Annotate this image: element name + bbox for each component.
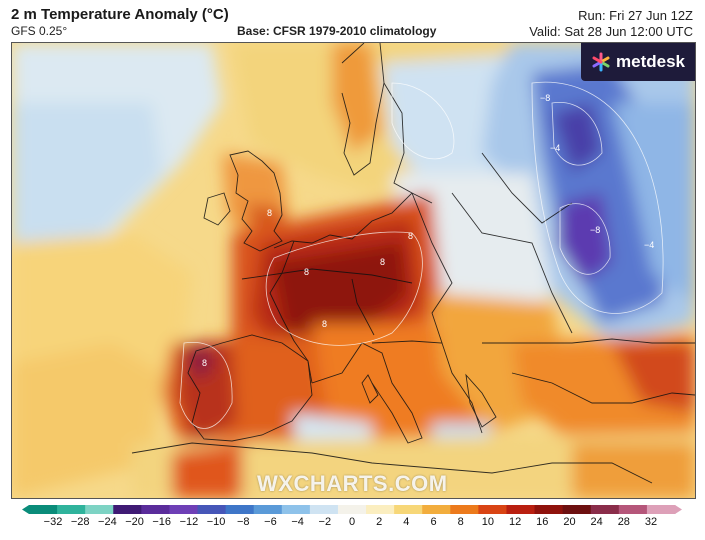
- colorbar-segment: [366, 505, 395, 514]
- chart-title: 2 m Temperature Anomaly (°C): [11, 6, 229, 23]
- colorbar-tick-label: −32: [43, 516, 63, 528]
- colorbar-segment: [141, 505, 170, 514]
- colorbar-tick-label: −4: [291, 516, 304, 528]
- colorbar-segment: [618, 505, 648, 514]
- colorbar-tick-label: −2: [318, 516, 332, 528]
- metdesk-logo-text: metdesk: [616, 52, 685, 71]
- colorbar-segment: [478, 505, 507, 514]
- colorbar-tick-label: −6: [264, 516, 277, 528]
- metdesk-star-icon: [592, 52, 610, 72]
- colorbar-segment: [337, 505, 367, 514]
- contour-label: −8: [590, 225, 600, 235]
- colorbar: [22, 505, 682, 514]
- colorbar-tick-label: 28: [617, 516, 630, 528]
- contour-label: 8: [408, 231, 413, 241]
- colorbar-segment: [506, 505, 536, 514]
- colorbar-segment: [85, 505, 114, 514]
- contour-label: −8: [540, 93, 550, 103]
- colorbar-segment: [450, 505, 479, 514]
- colorbar-tick-label: 16: [536, 516, 549, 528]
- colorbar-segment: [534, 505, 564, 514]
- colorbar-tick-label: −28: [70, 516, 90, 528]
- colorbar-tick-label: 4: [403, 516, 410, 528]
- colorbar-segment: [590, 505, 620, 514]
- colorbar-tick-label: 12: [508, 516, 522, 528]
- metdesk-logo: metdesk: [581, 43, 695, 81]
- colorbar-ticks: −32 −28 −24 −20 −16 −12 −10 −8 −6 −4 −2 0 2 4 6 8 10 12 16…: [0, 516, 705, 532]
- contour-label: 8: [267, 208, 272, 218]
- colorbar-tick-label: 2: [376, 516, 383, 528]
- colorbar-tick-label: 10: [481, 516, 495, 528]
- colorbar-tick-label: −16: [152, 516, 172, 528]
- colorbar-tick-label: −8: [236, 516, 250, 528]
- contour-label: −4: [550, 143, 560, 153]
- map-canvas: 8 8 8 8 8 −8 −8 −4 −4 8: [12, 43, 695, 498]
- colorbar-segment: [281, 505, 311, 514]
- temperature-anomaly-map[interactable]: 8 8 8 8 8 −8 −8 −4 −4 8 metdesk WXCHARTS…: [11, 42, 696, 499]
- run-time-label: Run: Fri 27 Jun 12Z: [578, 8, 693, 23]
- colorbar-max-arrow: [675, 505, 682, 514]
- contour-label: −4: [644, 240, 654, 250]
- colorbar-tick-label: 0: [348, 516, 356, 528]
- valid-time-label: Valid: Sat 28 Jun 12:00 UTC: [529, 24, 693, 39]
- contour-label: 8: [304, 267, 309, 277]
- colorbar-tick-label: 24: [590, 516, 603, 528]
- model-label: GFS 0.25°: [11, 24, 68, 38]
- contour-label: 8: [380, 257, 385, 267]
- contour-label: 8: [202, 358, 207, 368]
- colorbar-tick-label: 8: [457, 516, 464, 528]
- colorbar-tick-label: 20: [563, 516, 576, 528]
- colorbar-min-arrow: [22, 505, 29, 514]
- colorbar-segment: [646, 505, 676, 514]
- colorbar-segment: [57, 505, 86, 514]
- colorbar-tick-label: −10: [206, 516, 226, 528]
- colorbar-tick-label: −24: [98, 516, 117, 528]
- wxcharts-watermark: WXCHARTS.COM: [257, 471, 448, 496]
- colorbar-segment: [197, 505, 227, 514]
- colorbar-segment: [225, 505, 255, 514]
- colorbar-segment: [562, 505, 592, 514]
- colorbar-segment: [29, 505, 58, 514]
- climatology-base-label: Base: CFSR 1979-2010 climatology: [237, 24, 437, 38]
- colorbar-segment: [169, 505, 199, 514]
- colorbar-tick-label: 32: [644, 516, 658, 528]
- colorbar-segment: [253, 505, 283, 514]
- colorbar-segment: [394, 505, 423, 514]
- colorbar-segment: [309, 505, 339, 514]
- contour-label: 8: [322, 319, 327, 329]
- colorbar-tick-label: −12: [179, 516, 199, 528]
- colorbar-tick-label: −20: [125, 516, 144, 528]
- colorbar-segment: [113, 505, 142, 514]
- colorbar-tick-label: 6: [430, 516, 437, 528]
- colorbar-segment: [422, 505, 451, 514]
